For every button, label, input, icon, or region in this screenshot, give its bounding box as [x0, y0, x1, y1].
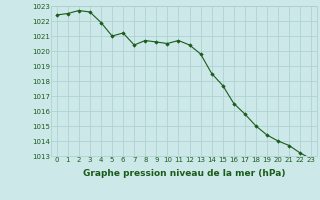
X-axis label: Graphe pression niveau de la mer (hPa): Graphe pression niveau de la mer (hPa) — [83, 169, 285, 178]
